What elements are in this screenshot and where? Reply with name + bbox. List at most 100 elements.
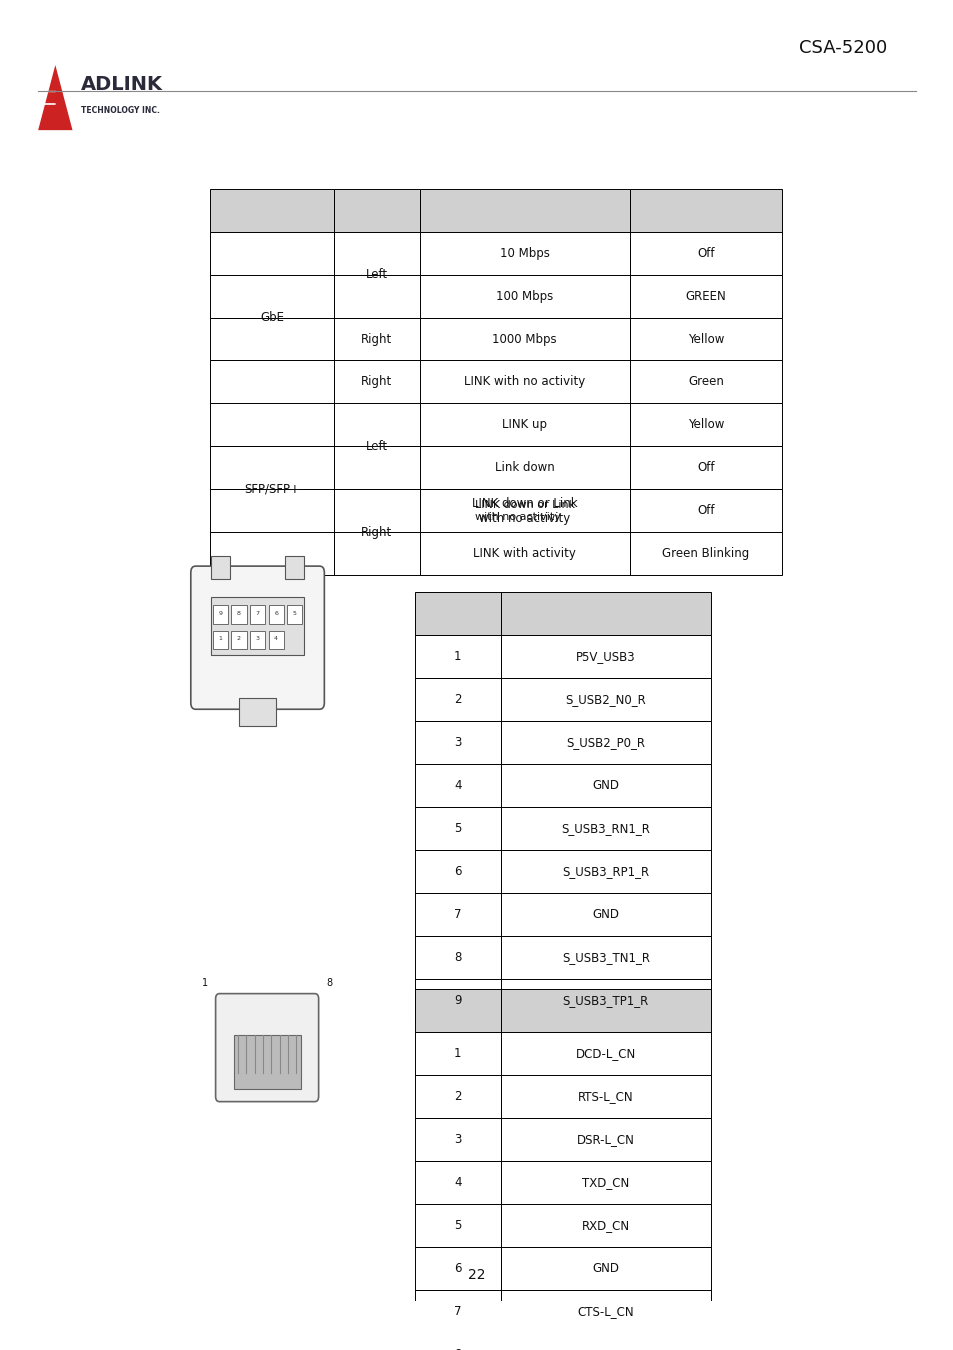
Bar xyxy=(419,232,629,274)
Bar xyxy=(334,189,419,232)
Bar xyxy=(500,1075,710,1118)
Text: Link down: Link down xyxy=(495,462,554,474)
Bar xyxy=(415,721,500,764)
Bar xyxy=(500,1161,710,1204)
Bar xyxy=(334,232,419,274)
Text: Off: Off xyxy=(697,505,714,517)
Bar xyxy=(415,807,500,849)
Text: 9: 9 xyxy=(218,610,222,616)
Bar xyxy=(415,1289,500,1332)
Text: 22: 22 xyxy=(468,1269,485,1282)
Bar xyxy=(210,447,334,489)
Bar xyxy=(415,849,500,892)
Text: 1: 1 xyxy=(218,636,222,641)
Bar xyxy=(415,990,500,1031)
Bar xyxy=(334,274,419,317)
Bar xyxy=(415,764,500,807)
Text: Yellow: Yellow xyxy=(687,332,723,346)
Text: 2: 2 xyxy=(454,693,461,706)
Text: TXD_CN: TXD_CN xyxy=(581,1176,629,1189)
Bar xyxy=(419,489,629,532)
Bar xyxy=(500,892,710,936)
Bar xyxy=(238,698,275,726)
Text: 3: 3 xyxy=(454,1133,461,1146)
Bar xyxy=(500,1031,710,1075)
Text: Off: Off xyxy=(697,247,714,259)
Text: 5: 5 xyxy=(293,610,296,616)
Text: 5: 5 xyxy=(454,822,461,834)
Bar xyxy=(231,605,246,624)
Text: 6: 6 xyxy=(454,865,461,878)
Bar xyxy=(419,404,629,447)
Bar xyxy=(500,1332,710,1350)
Bar xyxy=(210,404,334,447)
Text: LINK down or Link
with no activity: LINK down or Link with no activity xyxy=(475,500,574,522)
Text: SFP/SFP+: SFP/SFP+ xyxy=(244,483,299,495)
Text: 4: 4 xyxy=(454,779,461,792)
Bar xyxy=(419,489,629,532)
Bar xyxy=(500,936,710,979)
Text: 1000 Mbps: 1000 Mbps xyxy=(492,332,557,346)
Bar xyxy=(287,605,302,624)
Text: GND: GND xyxy=(592,779,618,792)
Text: 8: 8 xyxy=(236,610,241,616)
Bar xyxy=(415,892,500,936)
Text: Right: Right xyxy=(361,375,392,389)
Text: S_USB2_P0_R: S_USB2_P0_R xyxy=(566,736,644,749)
Text: ADLINK: ADLINK xyxy=(81,76,163,95)
Text: 1: 1 xyxy=(202,979,208,988)
Text: 9: 9 xyxy=(454,994,461,1007)
Text: LINK up: LINK up xyxy=(501,418,547,432)
Text: 6: 6 xyxy=(454,1262,461,1274)
Bar xyxy=(211,597,304,655)
Text: Right: Right xyxy=(361,525,392,539)
Bar xyxy=(210,360,334,404)
Text: Green Blinking: Green Blinking xyxy=(661,547,749,560)
Text: S_USB3_RP1_R: S_USB3_RP1_R xyxy=(561,865,649,878)
Text: 7: 7 xyxy=(454,1304,461,1318)
Text: 3: 3 xyxy=(454,736,461,749)
Bar xyxy=(629,232,781,274)
Bar xyxy=(415,1161,500,1204)
Bar xyxy=(500,593,710,634)
Bar xyxy=(415,678,500,721)
Text: Yellow: Yellow xyxy=(687,418,723,432)
Text: 4: 4 xyxy=(454,1176,461,1189)
Text: 8: 8 xyxy=(326,979,332,988)
Bar xyxy=(629,532,781,575)
Bar xyxy=(415,1247,500,1289)
Polygon shape xyxy=(38,65,72,130)
Text: LINK with activity: LINK with activity xyxy=(473,547,576,560)
Text: S_USB3_RN1_R: S_USB3_RN1_R xyxy=(560,822,650,834)
Text: LINK with no activity: LINK with no activity xyxy=(463,375,585,389)
Bar xyxy=(629,274,781,317)
Bar xyxy=(629,189,781,232)
Text: Left: Left xyxy=(365,269,388,281)
Text: Off: Off xyxy=(697,462,714,474)
Bar xyxy=(334,404,419,447)
Bar xyxy=(268,605,283,624)
Text: GND: GND xyxy=(592,1262,618,1274)
Bar xyxy=(419,317,629,360)
Bar xyxy=(629,360,781,404)
Bar xyxy=(213,605,228,624)
Bar xyxy=(334,447,419,489)
Bar xyxy=(419,447,629,489)
Text: GND: GND xyxy=(592,907,618,921)
Bar xyxy=(213,630,228,649)
Bar xyxy=(334,489,419,532)
Text: 3: 3 xyxy=(255,636,259,641)
Bar xyxy=(500,721,710,764)
Text: 8: 8 xyxy=(454,1347,461,1350)
Bar xyxy=(629,317,781,360)
Bar xyxy=(211,556,230,579)
Text: GbE: GbE xyxy=(259,310,284,324)
Bar xyxy=(629,489,781,532)
Bar xyxy=(500,849,710,892)
Text: DSR-L_CN: DSR-L_CN xyxy=(577,1133,634,1146)
Bar xyxy=(419,360,629,404)
Bar xyxy=(334,317,419,360)
Text: 6: 6 xyxy=(274,610,278,616)
Bar xyxy=(415,634,500,678)
Bar xyxy=(210,274,334,317)
